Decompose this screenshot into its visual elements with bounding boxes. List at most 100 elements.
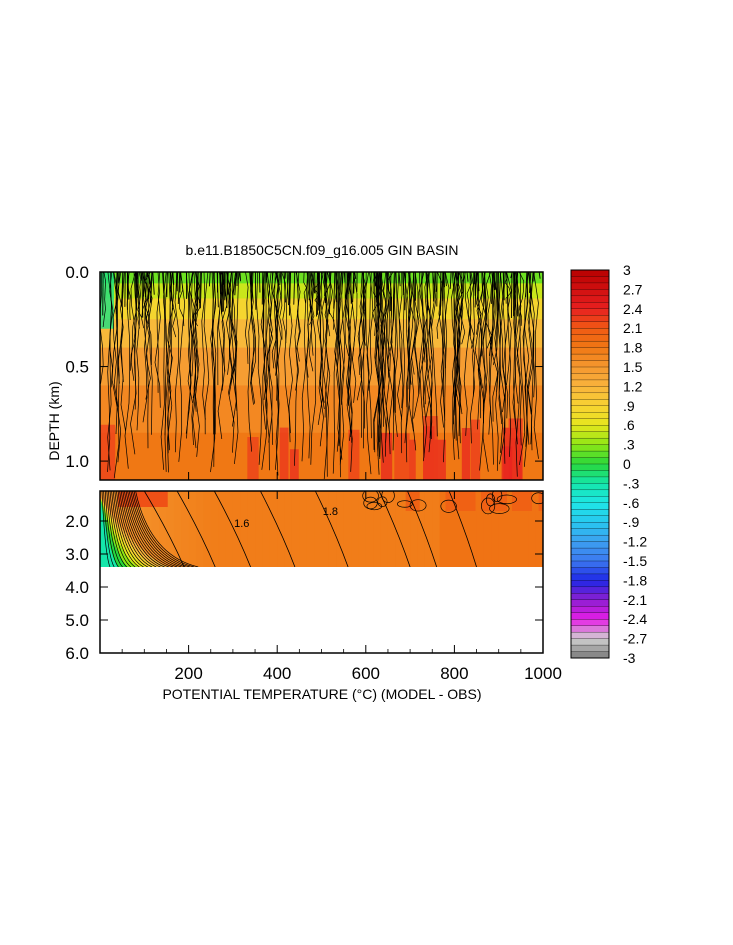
lower-column <box>343 491 353 567</box>
colorbar-cell <box>570 282 610 290</box>
upper-surface-contour <box>140 272 143 281</box>
lower-column <box>240 491 249 567</box>
upper-surface-contour <box>314 272 316 294</box>
lower-column <box>432 491 441 567</box>
upper-surface-contour <box>199 272 201 304</box>
colorbar-cell <box>570 534 610 543</box>
upper-contour-line <box>260 272 266 430</box>
lower-contour-crowded <box>117 491 153 567</box>
lower-column <box>476 491 485 567</box>
colorbar-label: -1.5 <box>623 553 647 569</box>
colorbar-cell <box>570 502 610 510</box>
upper-surface-contour <box>251 272 254 302</box>
colorbar-cell <box>570 334 610 342</box>
lower-contour-crowded <box>119 491 157 567</box>
lower-contour-blob <box>489 503 510 514</box>
lower-contour-blob <box>381 491 395 503</box>
colorbar-cell <box>570 631 610 640</box>
upper-surface-contour <box>261 272 264 305</box>
colorbar-label: -2.4 <box>623 611 647 627</box>
colorbar-label: -.6 <box>623 495 640 511</box>
upper-contour-line <box>470 272 476 444</box>
colorbar-label: -1.2 <box>623 534 647 550</box>
lower-column <box>351 491 360 567</box>
upper-surface-contour <box>373 272 377 279</box>
colorbar-cell <box>570 321 610 329</box>
lower-column <box>528 491 537 567</box>
lower-contour-broad <box>213 491 251 567</box>
lower-contour-crowded <box>101 491 111 567</box>
upper-surface-contour <box>150 272 153 303</box>
colorbar-cell <box>570 418 610 426</box>
x-axis-label: POTENTIAL TEMPERATURE (°C) (MODEL - OBS) <box>162 686 481 702</box>
upper-contour-line <box>457 272 463 345</box>
upper-contour-line <box>499 272 506 465</box>
colorbar-cell <box>570 593 610 601</box>
upper-surface-contour <box>223 272 226 301</box>
colorbar-cell <box>570 619 610 627</box>
lower-column <box>269 491 279 567</box>
lower-column <box>358 491 367 567</box>
upper-contour-line <box>194 272 200 457</box>
upper-contour-line <box>482 272 488 411</box>
upper-contour-line <box>247 272 254 452</box>
upper-contour-line <box>489 272 495 465</box>
lower-column <box>181 491 190 567</box>
upper-contour-line <box>454 272 461 410</box>
lower-contour-crowded <box>109 491 132 567</box>
lower-contour-crowded <box>112 491 140 567</box>
colorbar-label: 1.5 <box>623 359 643 375</box>
colorbar-cell <box>570 567 610 575</box>
lower-column <box>291 491 301 567</box>
upper-surface-contour <box>484 272 486 299</box>
upper-surface-contour <box>513 272 516 290</box>
colorbar-cell <box>570 386 610 394</box>
upper-warm-streak <box>501 446 513 480</box>
upper-contour-line <box>323 272 331 480</box>
upper-contour-line <box>425 272 433 332</box>
upper-contour-line <box>332 272 338 474</box>
lower-warm-patch <box>511 491 532 511</box>
upper-contour-line <box>506 272 511 457</box>
lower-contour-crowded <box>135 491 199 567</box>
lower-contour-crowded <box>132 491 190 567</box>
upper-surface-contour <box>293 272 296 305</box>
lower-contour-crowded <box>106 491 123 567</box>
lower-contour-crowded <box>120 491 161 567</box>
upper-surface-contour <box>335 272 338 303</box>
colorbar-cell <box>570 353 610 361</box>
upper-surface-contour <box>197 272 199 309</box>
colorbar-label: -3 <box>623 650 636 666</box>
upper-surface-contour <box>312 272 315 294</box>
colorbar-frame <box>570 269 610 659</box>
upper-contour-line <box>337 272 343 460</box>
upper-contour-line <box>225 272 231 375</box>
upper-contour-line <box>458 272 464 331</box>
lower-contour-blob <box>496 494 517 505</box>
upper-contour-line <box>392 272 397 451</box>
upper-surface-contour <box>121 272 124 307</box>
colorbar-cell <box>570 644 610 652</box>
colorbar-label: 3 <box>623 262 631 278</box>
colorbar-cell <box>570 586 610 594</box>
upper-contour-line <box>211 272 217 435</box>
contour-label: 1.8 <box>323 506 338 518</box>
upper-contour-line <box>335 272 342 447</box>
lower-column <box>159 491 168 567</box>
upper-surface-contour <box>162 272 165 294</box>
colorbar-cell <box>570 399 610 407</box>
upper-contour-line <box>191 272 197 449</box>
x-tick-label: 200 <box>174 664 202 683</box>
upper-contour-line <box>440 272 444 428</box>
upper-contour-line <box>533 272 539 459</box>
x-tick-label: 1000 <box>524 664 562 683</box>
upper-contour-line <box>480 272 486 357</box>
upper-surface-contour <box>442 272 445 280</box>
upper-warm-streak <box>100 424 116 480</box>
upper-contour-line <box>142 272 148 423</box>
upper-surface-contour <box>348 272 351 295</box>
upper-surface-contour <box>350 272 352 304</box>
lower-contour-blob <box>409 499 427 512</box>
lower-column <box>218 491 227 567</box>
upper-contour-line <box>451 272 457 460</box>
